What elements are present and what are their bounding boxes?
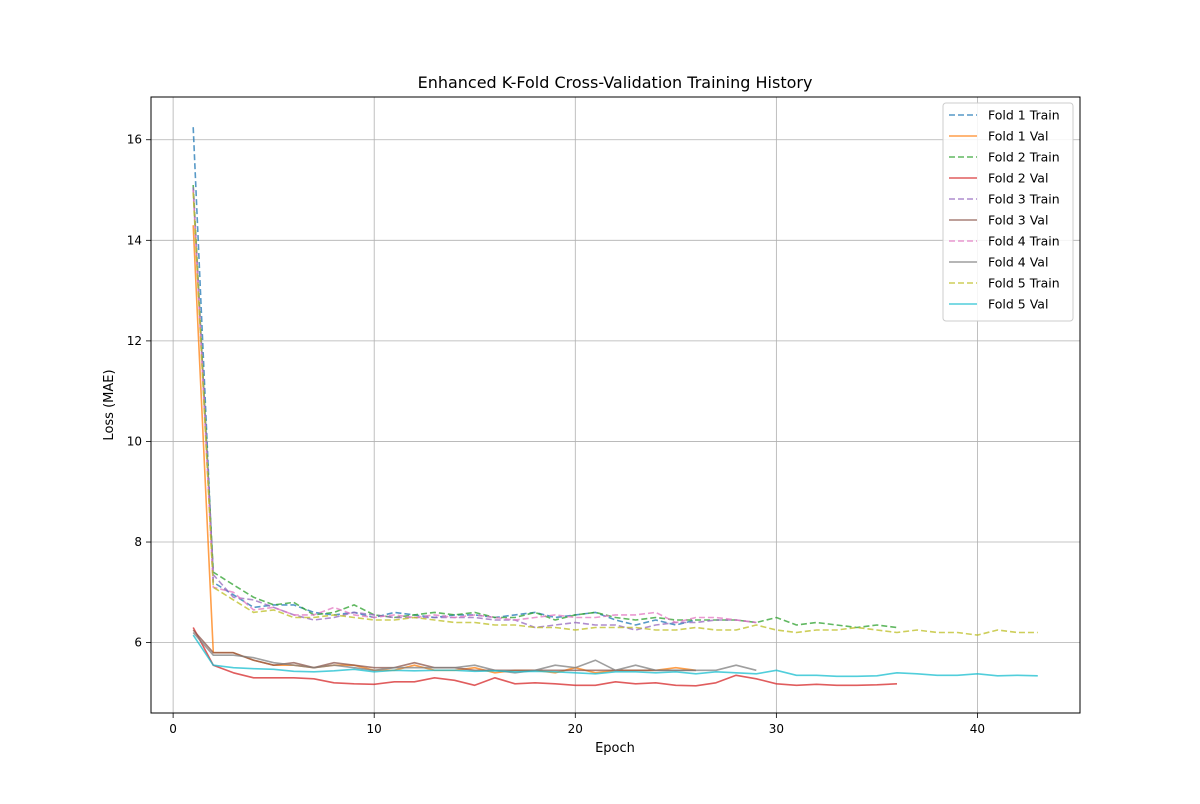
x-tick-label: 30	[769, 722, 784, 736]
legend-label: Fold 3 Val	[988, 213, 1048, 228]
chart-title: Enhanced K-Fold Cross-Validation Trainin…	[418, 73, 813, 92]
x-axis: 0 10 20 30 40	[169, 713, 985, 736]
legend: Fold 1 Train Fold 1 Val Fold 2 Train Fold 2…	[942, 102, 1074, 322]
legend-label: Fold 5 Val	[988, 297, 1048, 312]
x-tick-label: 0	[169, 722, 177, 736]
y-tick-label: 16	[127, 133, 142, 147]
series-line-fold-2-val	[192, 627, 898, 687]
series-line-fold-5-train	[192, 192, 1038, 636]
legend-label: Fold 1 Val	[988, 129, 1048, 144]
legend-label: Fold 2 Train	[988, 150, 1060, 165]
legend-label: Fold 1 Train	[988, 108, 1060, 123]
x-tick-label: 40	[970, 722, 985, 736]
y-axis-label: Loss (MAE)	[102, 369, 117, 440]
series-line-fold-4-val	[192, 631, 757, 674]
x-axis-label: Epoch	[595, 741, 635, 756]
x-tick-label: 20	[568, 722, 583, 736]
grid-lines	[151, 97, 1080, 713]
series-line-fold-5-val	[192, 634, 1038, 678]
legend-label: Fold 5 Train	[988, 276, 1060, 291]
y-tick-label: 10	[127, 434, 142, 448]
y-tick-label: 8	[134, 535, 142, 549]
plot-frame	[150, 96, 1081, 714]
y-tick-label: 14	[127, 233, 142, 247]
series-layer	[192, 127, 1038, 687]
y-axis: 6 8 10 12 14 16	[127, 133, 151, 650]
legend-box	[942, 102, 1074, 322]
legend-label: Fold 4 Train	[988, 234, 1060, 249]
x-tick-label: 10	[367, 722, 382, 736]
series-line-fold-4-train	[192, 189, 757, 624]
legend-label: Fold 2 Val	[988, 171, 1048, 186]
legend-label: Fold 4 Val	[988, 255, 1048, 270]
legend-label: Fold 3 Train	[988, 192, 1060, 207]
y-tick-label: 6	[134, 636, 142, 650]
y-tick-label: 12	[127, 334, 142, 348]
